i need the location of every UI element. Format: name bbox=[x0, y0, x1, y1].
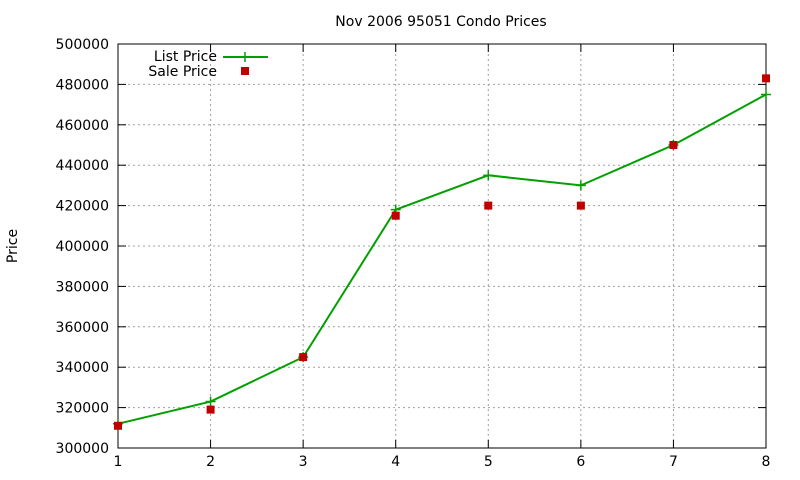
y-tick-label: 300000 bbox=[56, 441, 109, 457]
legend-label-list-price: List Price bbox=[154, 49, 217, 65]
x-tick-label: 1 bbox=[114, 454, 123, 470]
sale-price-point bbox=[576, 201, 585, 210]
x-tick-label: 6 bbox=[576, 454, 585, 470]
y-tick-label: 320000 bbox=[56, 401, 109, 417]
chart-title: Nov 2006 95051 Condo Prices bbox=[335, 14, 546, 30]
x-tick-labels: 1 2 3 4 5 6 7 8 bbox=[114, 454, 771, 470]
series-sale-price bbox=[114, 74, 770, 430]
y-tick-label: 380000 bbox=[56, 279, 109, 295]
list-price-point bbox=[761, 89, 771, 100]
series-list-price bbox=[113, 89, 771, 429]
list-price-point bbox=[483, 170, 494, 181]
sale-price-point bbox=[762, 74, 770, 83]
y-tick-label: 480000 bbox=[56, 77, 109, 93]
legend: List Price Sale Price bbox=[148, 49, 268, 80]
list-price-point bbox=[575, 180, 586, 191]
legend-marker-sale-price bbox=[241, 67, 249, 75]
x-tick-label: 2 bbox=[206, 454, 215, 470]
x-tick-label: 4 bbox=[391, 454, 400, 470]
list-price-line bbox=[117, 93, 767, 425]
y-tick-label: 420000 bbox=[56, 199, 109, 215]
axis-ticks bbox=[117, 43, 767, 449]
y-tick-labels: 300000 320000 340000 360000 380000 400000 4200… bbox=[56, 37, 109, 457]
y-tick-label: 500000 bbox=[56, 37, 109, 53]
legend-marker-list-price bbox=[240, 52, 250, 62]
sale-price-point bbox=[206, 405, 215, 414]
y-tick-label: 460000 bbox=[56, 118, 109, 134]
x-tick-label: 7 bbox=[669, 454, 678, 470]
x-tick-label: 5 bbox=[484, 454, 493, 470]
x-tick-label: 3 bbox=[299, 454, 308, 470]
y-tick-label: 400000 bbox=[56, 239, 109, 255]
y-tick-label: 440000 bbox=[56, 158, 109, 174]
grid-lines bbox=[118, 44, 766, 448]
sale-price-point bbox=[669, 141, 678, 149]
y-tick-label: 340000 bbox=[56, 360, 109, 376]
list-price-point bbox=[205, 396, 216, 407]
sale-price-point bbox=[391, 211, 400, 220]
y-axis-label: Price bbox=[5, 229, 21, 263]
legend-label-sale-price: Sale Price bbox=[148, 64, 217, 80]
sale-price-point bbox=[299, 353, 308, 362]
y-tick-label: 360000 bbox=[56, 320, 109, 336]
sale-price-point bbox=[114, 421, 122, 430]
sale-price-point bbox=[484, 201, 493, 210]
x-tick-label: 8 bbox=[762, 454, 771, 470]
